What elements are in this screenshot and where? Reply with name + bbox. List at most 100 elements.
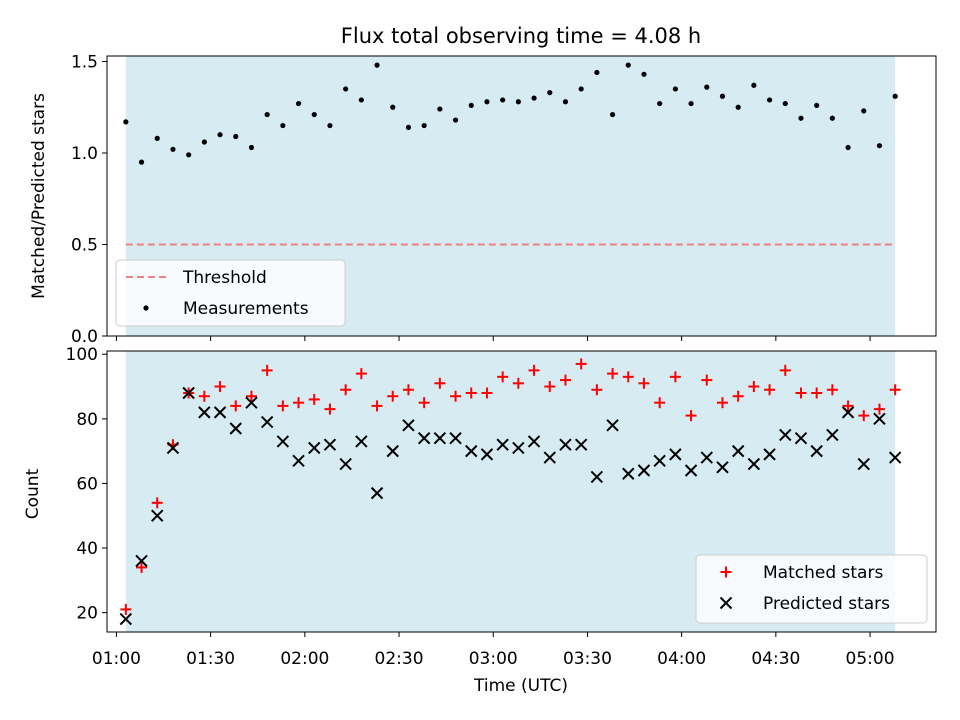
predicted-star-point <box>763 448 776 461</box>
predicted-star-point <box>292 454 305 468</box>
predicted-star-point <box>323 438 337 451</box>
measurement-point <box>154 135 160 141</box>
measurement-point <box>468 102 474 109</box>
matched-star-point <box>638 377 650 389</box>
predicted-star-point <box>135 554 148 568</box>
predicted-star-point <box>213 406 227 419</box>
measurement-point <box>641 71 647 77</box>
matched-star-point <box>858 410 870 422</box>
measurement-point <box>766 97 773 103</box>
matched-star-point <box>261 364 273 376</box>
predicted-star-point <box>841 406 855 419</box>
matched-star-point <box>293 397 305 409</box>
predicted-star-point <box>402 419 415 432</box>
matched-star-point <box>324 403 336 415</box>
count-panel: 20 40 60 80 100 01:00 01:30 02:00 02:30 03:00 03:… <box>23 345 937 696</box>
measurements-legend-marker <box>143 305 149 311</box>
count-legend-box <box>695 554 928 624</box>
predicted-star-point <box>355 435 368 448</box>
matched-star-point <box>402 384 414 396</box>
predicted-star-point <box>119 612 133 626</box>
matched-star-point <box>826 384 838 396</box>
predicted-star-point <box>229 422 242 435</box>
measurement-point <box>358 97 364 103</box>
matched-star-point <box>779 364 791 376</box>
predicted-star-point <box>606 419 619 432</box>
measurement-point <box>405 124 412 130</box>
matched-legend-label: Matched stars <box>763 563 883 583</box>
measurement-point <box>798 115 804 121</box>
predicted-star-point <box>747 457 761 471</box>
predicted-star-point <box>151 509 164 522</box>
count-legend: Matched stars Predicted stars <box>695 554 928 624</box>
predicted-star-point <box>386 444 399 458</box>
ratio-legend: Threshold Measurements <box>115 259 346 327</box>
predicted-legend-label: Predicted stars <box>763 594 890 614</box>
measurement-point <box>751 82 757 88</box>
measurement-point <box>515 99 521 105</box>
predicted-star-point <box>260 415 274 429</box>
count-y-tick-label: 40 <box>76 539 98 559</box>
measurement-point <box>892 93 898 99</box>
measurement-point <box>217 132 223 138</box>
matched-star-point <box>465 387 477 399</box>
matched-star-point <box>418 397 430 409</box>
measurement-point <box>719 93 726 99</box>
matched-star-point <box>512 377 524 389</box>
matched-star-point <box>607 368 619 380</box>
x-tick-label: 02:30 <box>375 649 424 669</box>
predicted-star-point <box>810 444 823 458</box>
matched-star-point <box>450 390 462 402</box>
predicted-star-point <box>574 438 588 451</box>
predicted-star-point <box>559 438 572 451</box>
predicted-legend-marker <box>719 596 733 610</box>
matched-star-point <box>136 561 148 573</box>
measurement-point <box>876 143 883 149</box>
matched-star-point <box>575 358 587 370</box>
predicted-star-point <box>826 428 839 442</box>
measurement-point <box>672 86 678 92</box>
matched-star-point <box>811 387 823 399</box>
ratio-y-tick-label: 0.0 <box>71 327 98 347</box>
matched-star-point <box>355 368 367 380</box>
matched-star-point <box>308 393 320 405</box>
ratio-panel: 0.0 0.5 1.0 1.5 Matched/Predicted stars Thr… <box>29 52 937 347</box>
matched-star-point <box>481 387 493 399</box>
predicted-star-point <box>857 457 870 471</box>
measurement-point <box>390 104 396 110</box>
measurement-point <box>201 139 207 145</box>
predicted-star-point <box>637 464 651 477</box>
measurement-point <box>186 152 192 158</box>
predicted-star-point <box>512 441 525 455</box>
predicted-star-point <box>276 435 290 448</box>
matched-star-point <box>716 397 728 409</box>
matched-star-point <box>732 390 744 402</box>
measurement-point <box>578 86 584 92</box>
measurement-point <box>123 119 129 125</box>
measurement-point <box>861 108 867 114</box>
measurement-point <box>845 144 851 151</box>
measurement-point <box>437 106 443 112</box>
matched-star-point <box>214 381 226 393</box>
predicted-star-point <box>700 451 713 464</box>
measurement-point <box>594 69 600 76</box>
x-tick-label: 04:00 <box>657 649 706 669</box>
matched-star-point <box>120 603 132 615</box>
measurement-point <box>248 144 255 151</box>
measurement-point <box>138 159 145 165</box>
matched-star-point <box>497 371 509 383</box>
measurement-point <box>625 62 631 68</box>
matched-star-point <box>559 374 571 386</box>
predicted-star-point <box>496 438 509 451</box>
matched-star-point <box>198 390 210 402</box>
predicted-star-point <box>669 448 682 461</box>
predicted-star-point <box>339 457 352 471</box>
measurement-point <box>280 122 286 129</box>
matched-legend-marker <box>720 566 732 578</box>
measurement-point <box>688 100 694 107</box>
measurement-point <box>500 97 506 103</box>
predicted-star-point <box>873 412 886 426</box>
measurement-point <box>484 99 490 105</box>
count-y-axis-label: Count <box>23 468 43 519</box>
